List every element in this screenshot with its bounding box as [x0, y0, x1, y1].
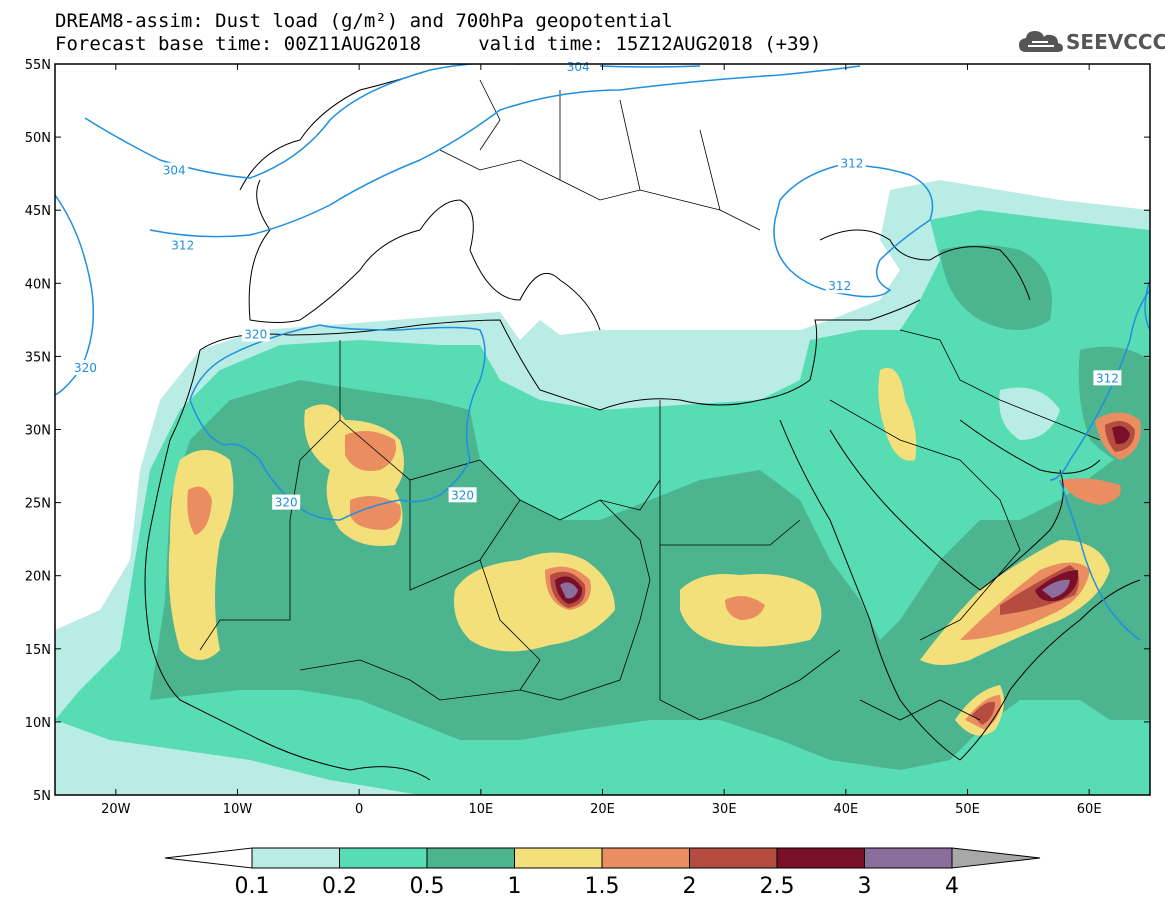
logo-text: SEEVCCC	[1066, 30, 1165, 54]
dust-band-0.5-north	[940, 245, 1052, 330]
cloud-icon	[1019, 31, 1063, 52]
contour-304	[84, 64, 520, 179]
dust-band-2.5-iran	[1112, 426, 1130, 445]
colorbar-segment	[514, 847, 603, 869]
dust-band-1.5-sahara	[345, 431, 396, 471]
contour-label-bg	[168, 237, 197, 253]
contour-label-bg	[837, 155, 866, 171]
contour-label: 320	[244, 327, 267, 341]
contour-label: 312	[828, 279, 851, 293]
contour-label: 312	[840, 156, 863, 170]
colorbar-segment	[601, 847, 690, 869]
contour-320-east	[1144, 279, 1150, 331]
lon-tick-label: 60E	[1077, 802, 1102, 817]
contour-312-arabia	[1059, 479, 1141, 641]
lat-tick-label: 35N	[25, 350, 51, 365]
lat-tick-label: 45N	[25, 204, 51, 219]
dust-gap-arabia	[999, 387, 1060, 440]
lon-tick-label: 50E	[955, 802, 980, 817]
contour-320-west	[55, 194, 95, 396]
contour-label-bg	[1093, 370, 1122, 386]
geopotential-contours	[55, 64, 1150, 641]
dust-band-1.5-sudan	[725, 596, 765, 620]
longitude-axis: 20W 10W 0 10E 20E 30E 40E 50E 60E	[101, 64, 1102, 817]
dust-band-1.5-algeria	[350, 496, 401, 530]
colorbar-segment	[776, 847, 865, 869]
lon-tick-label: 30E	[712, 802, 737, 817]
colorbar-segment	[251, 847, 340, 869]
contour-label: 312	[171, 238, 194, 252]
colorbar-segment	[951, 847, 1041, 869]
colorbar-label: 0.5	[410, 874, 445, 899]
dust-band-1-iraq	[878, 368, 917, 461]
colorbar-segment	[339, 847, 428, 869]
coastlines	[144, 69, 1141, 781]
contour-312-iran	[1049, 289, 1150, 481]
lat-tick-label: 15N	[25, 643, 51, 658]
colorbar-segment	[426, 847, 515, 869]
contour-label: 304	[163, 164, 186, 178]
lat-tick-label: 30N	[25, 424, 51, 439]
colorbar-label: 1	[508, 874, 522, 899]
lat-tick-label: 55N	[25, 58, 51, 73]
lat-tick-label: 20N	[25, 570, 51, 585]
dust-field	[55, 64, 1150, 795]
colorbar-segment	[864, 847, 953, 869]
lon-tick-label: 20W	[101, 802, 131, 817]
colorbar-segment	[164, 847, 253, 869]
dust-band-1.5-gulf	[1060, 478, 1121, 505]
lon-tick-label: 20E	[590, 802, 615, 817]
contour-312	[149, 65, 861, 238]
dust-band-1-mauritania	[168, 450, 234, 660]
lat-tick-label: 5N	[33, 789, 51, 804]
contour-304-north	[599, 65, 701, 68]
lon-tick-label: 10W	[223, 802, 253, 817]
contour-label-bg	[241, 326, 270, 342]
map-subtitle: Forecast base time: 00Z11AUG2018 valid t…	[55, 33, 822, 55]
contour-320	[189, 324, 486, 521]
contour-label: 304	[567, 60, 590, 74]
latitude-axis: 55N 50N 45N 40N 35N 30N 25N 20N 15N 10N 5N	[25, 58, 1150, 804]
colorbar-label: 0.2	[322, 874, 357, 899]
dust-band-3-arabia	[1042, 579, 1070, 598]
contour-label: 312	[1096, 371, 1119, 385]
lat-tick-label: 10N	[25, 716, 51, 731]
contour-label-bg	[448, 487, 477, 503]
dust-band-3-chad	[560, 582, 578, 599]
contour-label-bg	[825, 278, 854, 294]
logo: SEEVCCC	[1018, 28, 1165, 58]
lon-tick-label: 40E	[833, 802, 858, 817]
lat-tick-label: 40N	[25, 277, 51, 292]
colorbar-label: 0.1	[235, 874, 270, 899]
colorbar-label: 3	[858, 874, 872, 899]
contour-label-bg	[564, 58, 593, 74]
lon-tick-label: 0	[355, 802, 363, 817]
colorbar-label: 2	[683, 874, 697, 899]
contour-label-bg	[160, 162, 189, 178]
contour-label: 320	[451, 488, 474, 502]
colorbar-segment	[689, 847, 778, 869]
contour-label: 320	[275, 496, 298, 510]
colorbar-label: 2.5	[760, 874, 795, 899]
contour-label-bg	[71, 360, 100, 376]
country-borders	[199, 79, 1101, 721]
colorbar-label: 1.5	[585, 874, 620, 899]
lat-tick-label: 50N	[25, 131, 51, 146]
colorbar-label: 4	[945, 874, 959, 899]
colorbar: 0.1 0.2 0.5 1 1.5 2 2.5 3 4	[164, 847, 1041, 899]
contour-label: 320	[74, 361, 97, 375]
map-title: DREAM8-assim: Dust load (g/m²) and 700hP…	[55, 10, 673, 32]
lat-tick-label: 25N	[25, 497, 51, 512]
lon-tick-label: 10E	[468, 802, 493, 817]
dust-band-1.5-mauritania	[187, 486, 212, 535]
contour-label-bg	[272, 494, 301, 510]
